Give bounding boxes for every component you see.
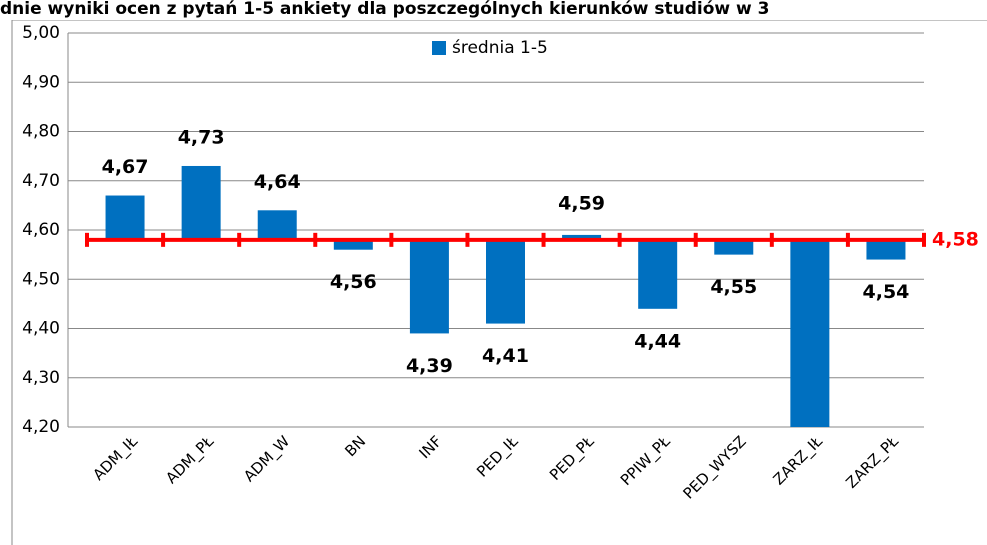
bar (257, 210, 297, 240)
x-tick-label: BN (341, 432, 369, 460)
legend-swatch (432, 41, 446, 55)
bar (790, 239, 830, 427)
value-label: 4,44 (634, 330, 681, 352)
y-tick-label: 4,80 (22, 122, 60, 142)
x-tick-label: ADM_IŁ (89, 432, 142, 485)
value-label: 4,64 (254, 171, 301, 193)
y-tick-label: 4,90 (22, 72, 60, 92)
value-label: 4,55 (710, 276, 757, 298)
value-label: 4,39 (406, 355, 453, 377)
y-tick-label: 4,20 (22, 417, 60, 437)
value-label: 4,41 (482, 345, 529, 367)
bar (333, 239, 373, 250)
legend-label: średnia 1-5 (452, 38, 548, 58)
bar (486, 239, 525, 324)
value-label: 4,54 (863, 281, 910, 303)
y-tick-label: 4,70 (22, 171, 60, 191)
y-tick-label: 4,60 (22, 220, 60, 240)
x-tick-label: ADM_PŁ (162, 432, 218, 488)
y-tick-label: 4,30 (22, 368, 60, 388)
bar (105, 195, 145, 240)
bar (181, 165, 221, 240)
x-tick-label: PPIW_PŁ (617, 432, 675, 490)
chart-title: dnie wyniki ocen z pytań 1-5 ankiety dla… (0, 0, 770, 19)
bar (714, 239, 754, 255)
bar (638, 239, 678, 309)
reference-label: 4,58 (932, 228, 979, 250)
value-label: 4,56 (330, 271, 377, 293)
y-tick-label: 4,50 (22, 269, 60, 289)
x-tick-label: ADM_W (240, 432, 294, 486)
value-label: 4,59 (558, 192, 605, 214)
y-tick-label: 5,00 (22, 23, 60, 43)
value-label: 4,73 (178, 126, 225, 148)
x-tick-label: INF (416, 432, 446, 462)
x-tick-label: ZARZ_PŁ (842, 432, 903, 493)
bar (866, 239, 906, 260)
x-tick-label: PED_WYSZ (680, 432, 751, 503)
x-tick-label: PED_IŁ (473, 432, 522, 481)
bar (562, 234, 602, 240)
x-tick-label: ZARZ_IŁ (770, 432, 827, 489)
title-bg (0, 0, 987, 20)
y-tick-label: 4,40 (22, 319, 60, 339)
bar (409, 239, 449, 334)
value-label: 4,67 (102, 156, 149, 178)
x-tick-label: PED_PŁ (546, 432, 599, 485)
